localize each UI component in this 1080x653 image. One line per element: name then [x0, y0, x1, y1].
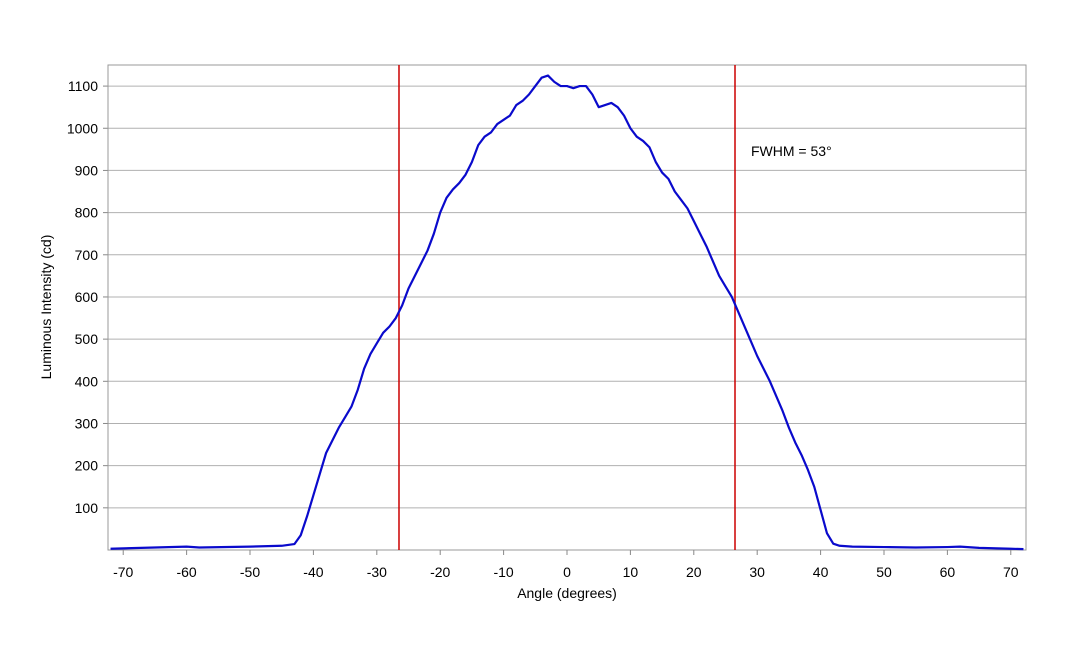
y-axis-label: Luminous Intensity (cd): [38, 235, 54, 380]
y-tick-label: 900: [75, 162, 99, 178]
y-tick-label: 600: [75, 289, 99, 305]
x-axis-label: Angle (degrees): [517, 585, 617, 601]
x-tick-label: 30: [749, 564, 765, 580]
x-tick-label: 40: [813, 564, 829, 580]
y-tick-label: 100: [75, 500, 99, 516]
x-tick-label: 10: [623, 564, 639, 580]
y-tick-label: 1100: [68, 78, 98, 94]
x-tick-label: 50: [876, 564, 892, 580]
y-tick-label: 800: [75, 205, 99, 221]
x-tick-label: -70: [113, 564, 133, 580]
x-tick-label: -40: [303, 564, 323, 580]
x-tick-label: 70: [1003, 564, 1019, 580]
x-tick-label: -50: [240, 564, 260, 580]
plot-border: [107, 64, 1027, 551]
x-tick-label: 0: [563, 564, 571, 580]
y-tick-label: 400: [75, 373, 99, 389]
x-tick-label: -60: [176, 564, 196, 580]
x-tick-label: -20: [430, 564, 450, 580]
y-tick-label: 500: [75, 331, 99, 347]
data-line: [110, 74, 1024, 551]
x-tick-label: 20: [686, 564, 702, 580]
x-tick-label: 60: [940, 564, 956, 580]
annotation: FWHM = 53°: [751, 143, 832, 159]
x-tick-label: -30: [367, 564, 387, 580]
y-tick-label: 1000: [67, 120, 98, 136]
y-tick-label: 700: [75, 247, 99, 263]
y-tick-label: 200: [75, 458, 99, 474]
x-tick-label: -10: [493, 564, 513, 580]
y-tick-label: 300: [75, 415, 99, 431]
